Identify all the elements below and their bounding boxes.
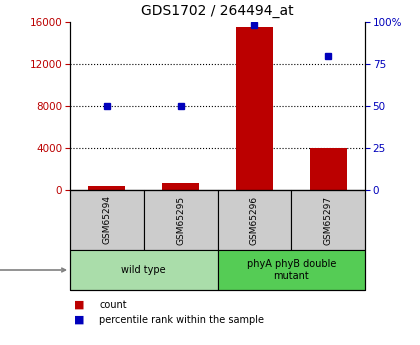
Bar bbox=[291, 190, 365, 250]
Title: GDS1702 / 264494_at: GDS1702 / 264494_at bbox=[141, 4, 294, 18]
Bar bbox=[218, 250, 365, 290]
Text: genotype/variation: genotype/variation bbox=[0, 266, 66, 275]
Text: phyA phyB double
mutant: phyA phyB double mutant bbox=[247, 259, 336, 281]
Text: GSM65294: GSM65294 bbox=[102, 196, 111, 245]
Bar bbox=[162, 183, 199, 190]
Bar bbox=[70, 190, 144, 250]
Text: ■: ■ bbox=[74, 315, 85, 325]
Text: ■: ■ bbox=[74, 300, 85, 310]
Text: GSM65295: GSM65295 bbox=[176, 195, 185, 245]
Bar bbox=[89, 186, 125, 190]
Text: count: count bbox=[100, 300, 127, 310]
Text: percentile rank within the sample: percentile rank within the sample bbox=[100, 315, 265, 325]
Text: GSM65296: GSM65296 bbox=[250, 195, 259, 245]
Text: GSM65297: GSM65297 bbox=[324, 195, 333, 245]
Text: wild type: wild type bbox=[121, 265, 166, 275]
Bar bbox=[310, 148, 346, 190]
Bar bbox=[218, 190, 291, 250]
Bar bbox=[236, 27, 273, 190]
Bar bbox=[70, 250, 218, 290]
Bar bbox=[144, 190, 218, 250]
